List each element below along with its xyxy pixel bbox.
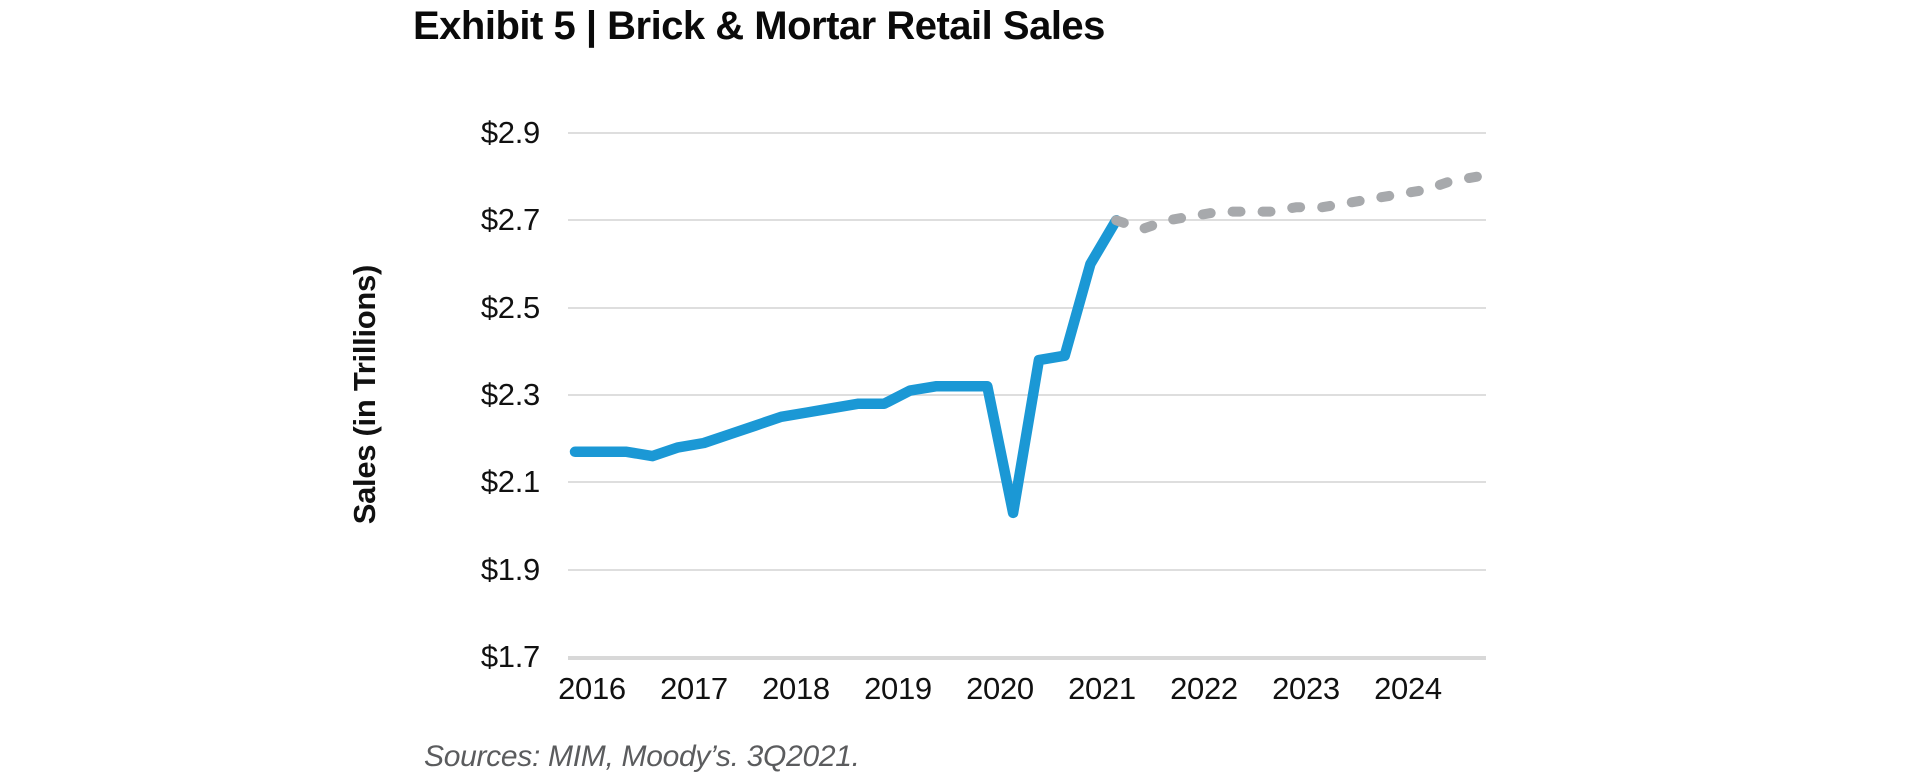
- x-tick-label: 2022: [1170, 671, 1238, 706]
- y-tick-label: $2.5: [480, 289, 540, 325]
- x-tick-label: 2019: [864, 671, 932, 706]
- historical-sales-line: [569, 215, 1122, 519]
- forecast-sales-line-dashed: [1111, 171, 1482, 235]
- gridline: [568, 394, 1486, 396]
- source-note: Sources: MIM, Moody’s. 3Q2021.: [424, 740, 860, 773]
- x-axis-baseline: [568, 656, 1486, 660]
- y-tick-label: $2.9: [480, 115, 540, 150]
- gridline: [568, 132, 1486, 134]
- gridline: [568, 219, 1486, 222]
- y-tick-label: $2.7: [480, 202, 540, 238]
- chart-title: Exhibit 5 | Brick & Mortar Retail Sales: [413, 4, 1105, 48]
- x-tick-label: 2021: [1068, 671, 1136, 706]
- x-tick-label: 2020: [966, 671, 1034, 706]
- y-tick-label: $2.1: [480, 464, 540, 500]
- gridline: [568, 481, 1486, 484]
- x-tick-label: 2018: [762, 671, 830, 706]
- y-axis-title-text: Sales (in Trillions): [347, 265, 382, 525]
- y-tick-label: $1.9: [480, 551, 540, 587]
- x-tick-label: 2017: [660, 671, 728, 706]
- x-tick-label: 2016: [558, 671, 626, 706]
- gridline: [568, 568, 1486, 571]
- x-tick-label: 2024: [1374, 671, 1442, 706]
- gridline: [568, 306, 1486, 309]
- y-tick-label: $2.3: [480, 377, 540, 412]
- y-tick-label: $1.7: [480, 639, 540, 674]
- plot-area: [569, 171, 1482, 519]
- x-tick-label: 2023: [1272, 671, 1340, 706]
- y-axis-title: Sales (in Trillions): [342, 133, 388, 657]
